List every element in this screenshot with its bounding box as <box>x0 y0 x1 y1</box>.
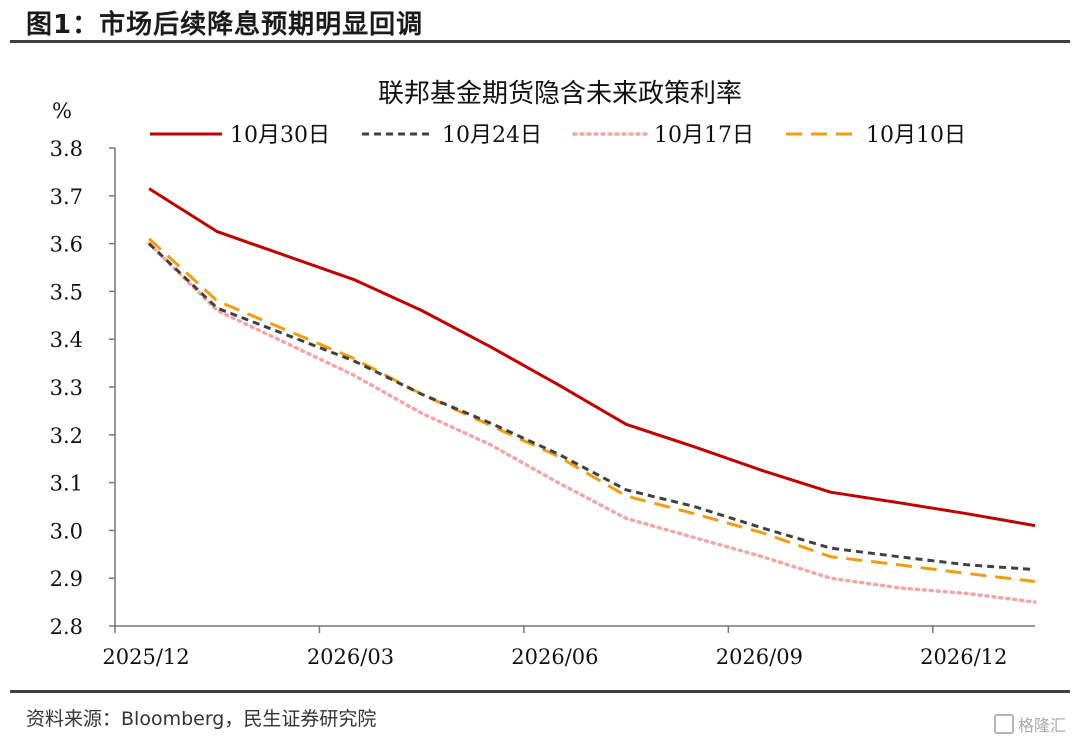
x-tick-label: 2026/12 <box>920 645 1007 669</box>
y-tick-label: 3.0 <box>50 519 83 543</box>
watermark: 格隆汇 <box>993 712 1066 736</box>
y-tick-label: 2.8 <box>50 615 83 639</box>
y-tick-label: 3.1 <box>50 472 83 496</box>
y-tick-label: 3.3 <box>50 376 83 400</box>
y-tick-label: 3.5 <box>50 280 83 304</box>
chart-title: 联邦基金期货隐含未来政策利率 <box>378 79 742 109</box>
legend-label: 10月24日 <box>442 123 542 148</box>
y-tick-label: 3.6 <box>50 233 83 257</box>
y-tick-label: 3.4 <box>50 328 83 352</box>
watermark-logo-icon <box>993 714 1014 734</box>
y-tick-label: 3.7 <box>50 185 83 209</box>
line-chart: 联邦基金期货隐含未来政策利率 % 10月30日 10月24日 10月17日 10月10… <box>50 79 1037 669</box>
source-note: 资料来源：Bloomberg，民生证券研究院 <box>26 708 377 730</box>
legend-label: 10月30日 <box>230 123 330 148</box>
y-axis-unit: % <box>52 99 72 123</box>
legend-label: 10月10日 <box>866 123 966 148</box>
figure-title: 图1：市场后续降息预期明显回调 <box>26 10 424 40</box>
series-line <box>148 242 1036 572</box>
x-tick-label: 2026/09 <box>716 645 803 669</box>
series-line <box>148 237 1036 583</box>
watermark-text: 格隆汇 <box>1017 716 1066 735</box>
axes: 2.8 2.9 3.0 3.1 3.2 3.3 3.4 3.5 3.6 3.7 3.8 2025/12… <box>50 137 1035 669</box>
footer-rule <box>10 690 1070 693</box>
series-layer <box>147 187 1037 604</box>
legend: 10月30日 10月24日 10月17日 10月10日 <box>150 123 966 148</box>
x-tick-label: 2026/03 <box>307 645 394 669</box>
title-rule <box>10 40 1070 43</box>
x-tick-label: 2026/06 <box>511 645 598 669</box>
series-line <box>147 241 1037 604</box>
y-tick-label: 2.9 <box>50 567 83 591</box>
y-tick-label: 3.8 <box>50 137 83 161</box>
y-tick-label: 3.2 <box>50 424 83 448</box>
legend-label: 10月17日 <box>654 123 754 148</box>
x-tick-label: 2025/12 <box>102 645 189 669</box>
series-line <box>148 187 1036 528</box>
